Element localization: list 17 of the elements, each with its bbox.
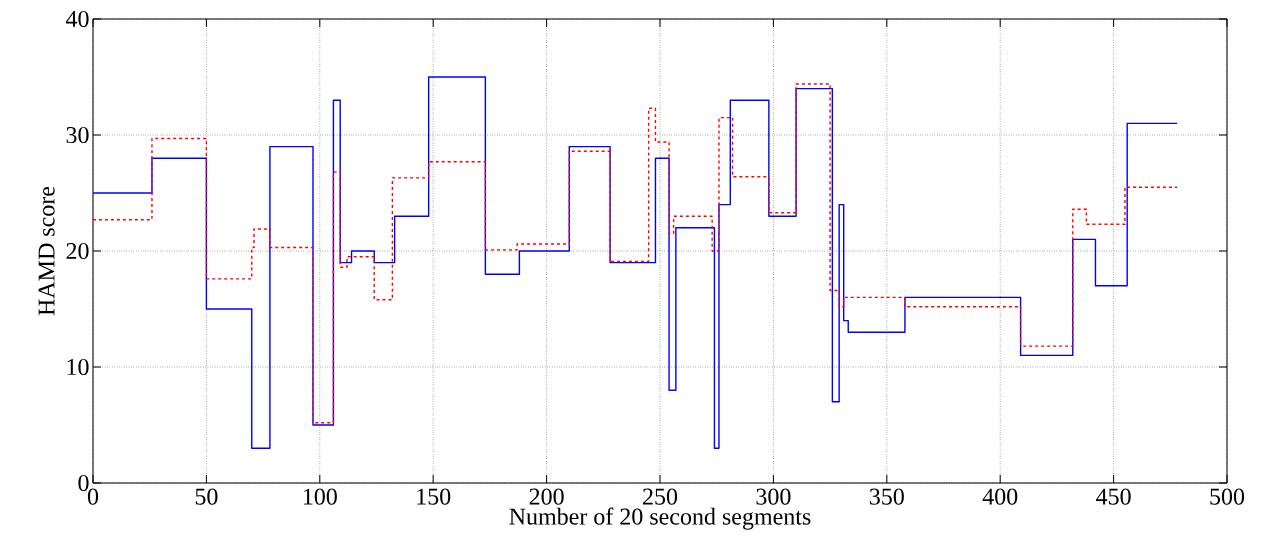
x-tick-label: 350 xyxy=(869,488,904,505)
x-tick-label: 250 xyxy=(643,488,678,505)
x-tick-label: 100 xyxy=(303,488,337,505)
y-tick-label: 10 xyxy=(67,358,89,376)
x-tick-label: 150 xyxy=(417,488,451,505)
x-axis-title: Number of 20 second segments xyxy=(509,507,811,530)
x-tick-label: 50 xyxy=(195,488,218,505)
x-tick-label: 500 xyxy=(1210,488,1245,505)
x-tick-label: 450 xyxy=(1096,488,1131,505)
x-tick-label: 300 xyxy=(756,488,791,505)
y-tick-label: 20 xyxy=(66,242,89,260)
x-tick-label: 400 xyxy=(982,488,1018,505)
x-tick-label: 200 xyxy=(529,488,564,505)
y-axis-title: HAMD score xyxy=(38,186,55,316)
y-tick-label: 0 xyxy=(78,474,89,492)
y-tick-label: 40 xyxy=(65,10,89,28)
y-tick-label: 30 xyxy=(66,126,89,144)
